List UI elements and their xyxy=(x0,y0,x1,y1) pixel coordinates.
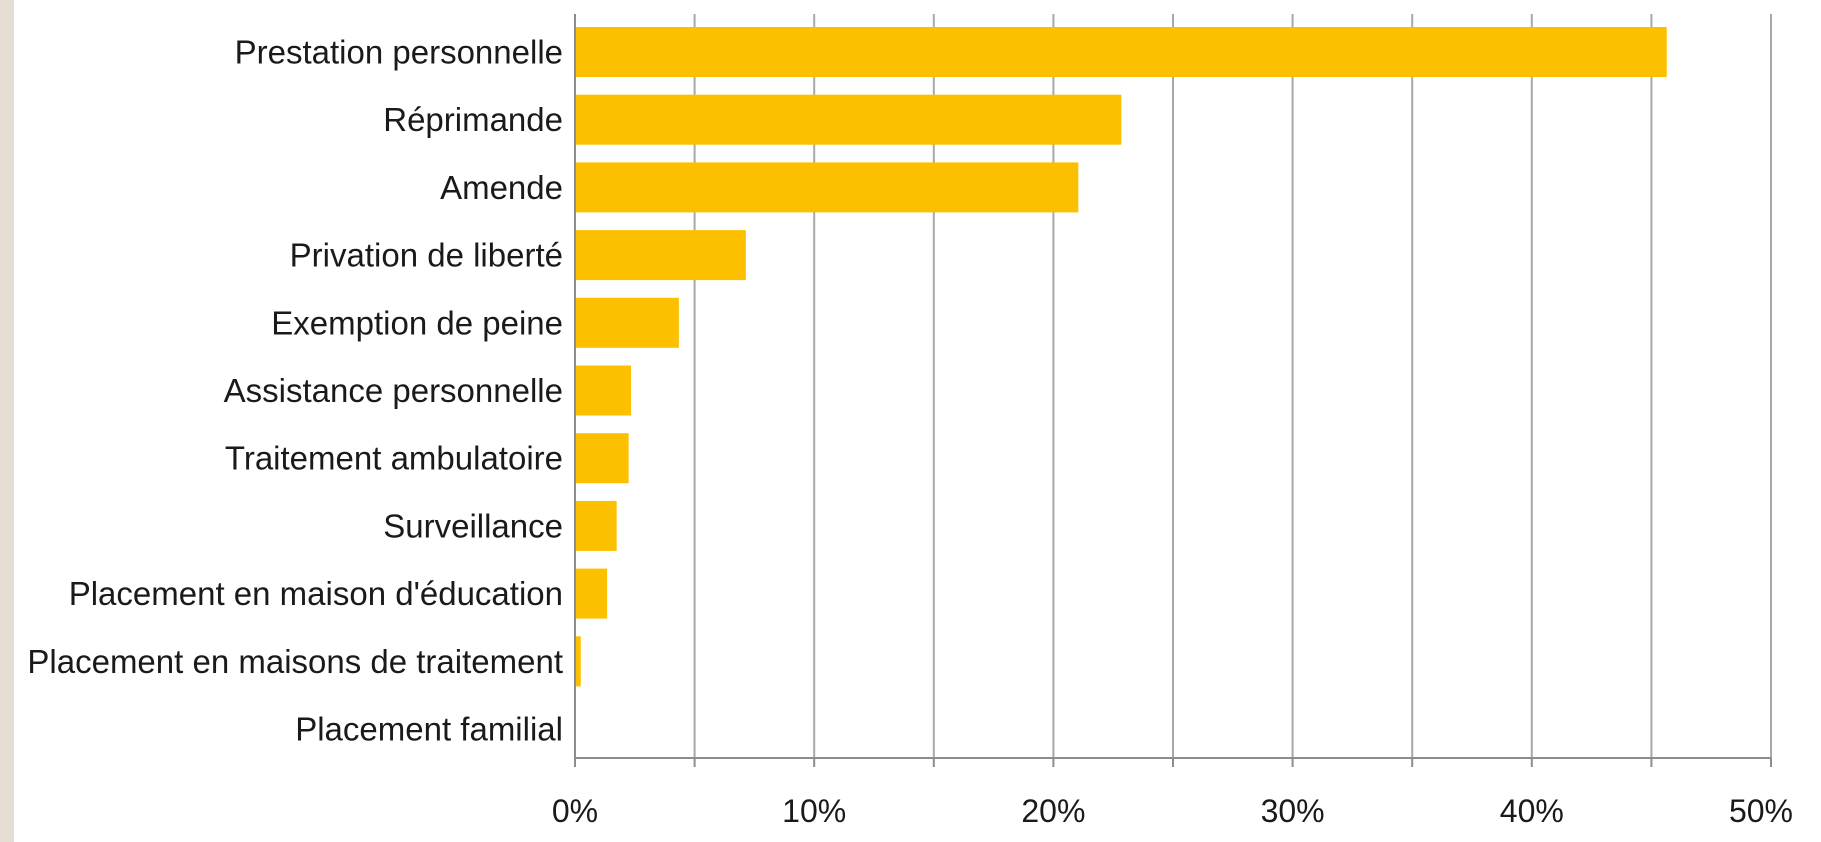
bar xyxy=(576,365,632,416)
bar xyxy=(576,162,1079,213)
bar xyxy=(576,27,1667,77)
bar xyxy=(576,500,617,551)
category-label: Réprimande xyxy=(383,101,563,138)
bar xyxy=(576,297,679,348)
category-label: Placement en maison d'éducation xyxy=(69,575,563,612)
category-label: Traitement ambulatoire xyxy=(225,440,563,477)
category-label: Prestation personnelle xyxy=(235,34,563,71)
bar xyxy=(576,636,581,687)
category-label: Placement en maisons de traitement xyxy=(27,643,563,680)
x-tick-label: 30% xyxy=(1261,793,1325,829)
x-tick-label: 20% xyxy=(1021,793,1085,829)
x-tick-label: 0% xyxy=(552,793,598,829)
category-label: Exemption de peine xyxy=(271,304,563,341)
left-background-strip xyxy=(0,0,14,842)
category-label: Amende xyxy=(440,169,563,206)
category-label: Surveillance xyxy=(383,507,563,544)
bars xyxy=(576,27,1667,687)
x-tick-label: 10% xyxy=(782,793,846,829)
bar xyxy=(576,94,1122,145)
category-label: Privation de liberté xyxy=(290,237,563,274)
tick-labels: 0% 10% 20% 30% 40% 50% xyxy=(552,793,1793,829)
bar xyxy=(576,568,608,619)
category-labels: Prestation personnelle Réprimande Amende Pr… xyxy=(27,34,563,748)
x-tick-label: 50% xyxy=(1729,793,1793,829)
x-tick-label: 40% xyxy=(1500,793,1564,829)
category-label: Assistance personnelle xyxy=(224,372,563,409)
bar xyxy=(576,230,746,281)
axes xyxy=(574,14,1772,767)
grid-lines xyxy=(693,14,1772,758)
bar xyxy=(576,433,629,484)
category-label: Placement familial xyxy=(295,711,563,748)
